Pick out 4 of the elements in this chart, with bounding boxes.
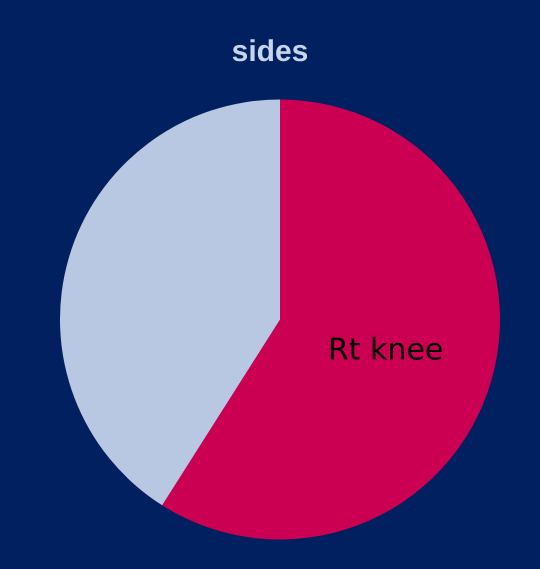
pie-slice [60, 100, 280, 506]
chart-title: sides [232, 34, 308, 68]
slice-label: Rt knee [328, 332, 444, 368]
pie-slice [162, 100, 500, 540]
